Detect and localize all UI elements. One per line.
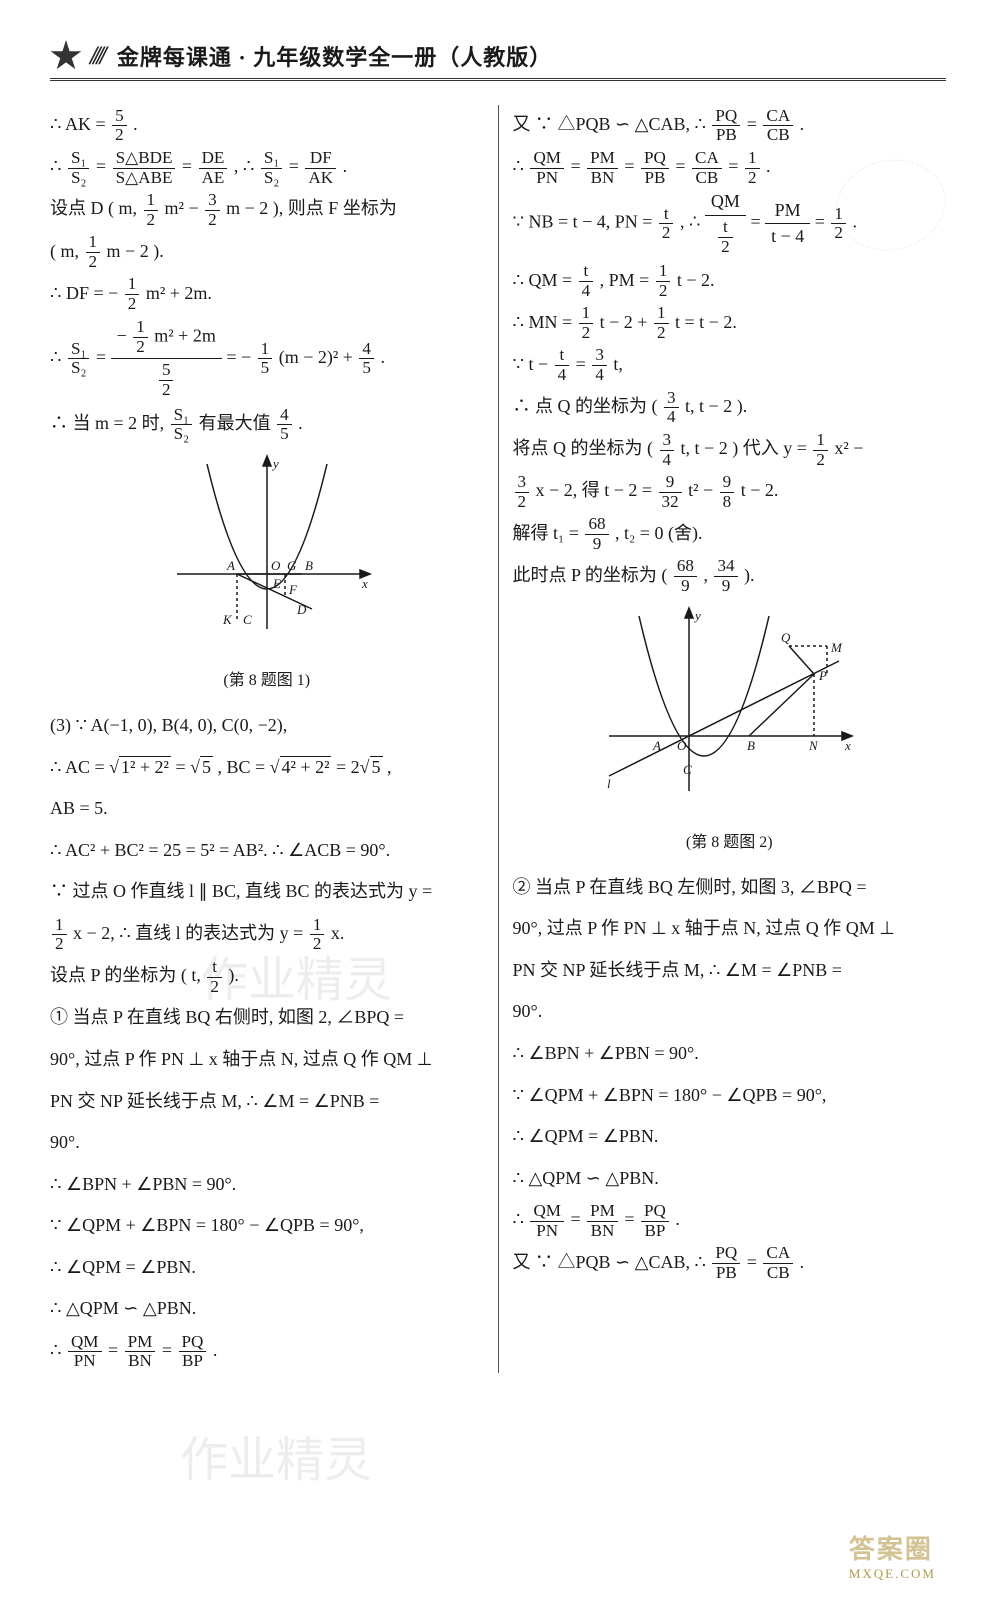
figure-1-caption: (第 8 题图 1) <box>50 663 484 698</box>
svg-text:Q: Q <box>781 630 791 645</box>
left-column: ∴ AK = 52 . ∴ S₁S₂ = S△BDES△ABE = DEAE ,… <box>50 105 499 1373</box>
r18: ∴ ∠QPM = ∠PBN. <box>513 1117 947 1157</box>
r6: ∵ t − t4 = 34 t, <box>513 345 947 385</box>
r17: ∵ ∠QPM + ∠BPN = 180° − ∠QPB = 90°, <box>513 1076 947 1116</box>
l20: ∵ ∠QPM + ∠BPN = 180° − ∠QPB = 90°, <box>50 1206 484 1246</box>
r10: 解得 t₁ = 689 , t₂ = 0 (舍). <box>513 514 947 554</box>
r20: ∴ QMPN = PMBN = PQBP . <box>513 1200 947 1240</box>
l1: ∴ AK = 52 . <box>50 105 484 145</box>
l2: ∴ S₁S₂ = S△BDES△ABE = DEAE , ∴ S₁S₂ = DF… <box>50 147 484 187</box>
svg-text:O: O <box>677 738 687 753</box>
figure-2-caption: (第 8 题图 2) <box>513 825 947 860</box>
figure-2: y x Q M P O A B N C l <box>513 606 947 821</box>
svg-text:F: F <box>288 582 298 597</box>
r21: 又 ∵ △PQB ∽ △CAB, ∴ PQPB = CACB . <box>513 1243 947 1283</box>
svg-text:B: B <box>747 738 755 753</box>
l17: PN 交 NP 延长线于点 M, ∴ ∠M = ∠PNB = <box>50 1082 484 1122</box>
svg-text:C: C <box>243 612 252 627</box>
svg-text:M: M <box>830 640 843 655</box>
l18: 90°. <box>50 1123 484 1163</box>
r9: 32 x − 2, 得 t − 2 = 932 t² − 98 t − 2. <box>513 471 947 511</box>
svg-text:C: C <box>683 762 692 777</box>
badge-icon <box>50 40 82 72</box>
l13: 12 x − 2, ∴ 直线 l 的表达式为 y = 12 x. <box>50 914 484 954</box>
content-columns: ∴ AK = 52 . ∴ S₁S₂ = S△BDES△ABE = DEAE ,… <box>50 105 946 1373</box>
l22: ∴ △QPM ∽ △PBN. <box>50 1289 484 1329</box>
l21: ∴ ∠QPM = ∠PBN. <box>50 1248 484 1288</box>
l10: AB = 5. <box>50 789 484 829</box>
r16: ∴ ∠BPN + ∠PBN = 90°. <box>513 1034 947 1074</box>
l9: ∴ AC = √1² + 2² = √5 , BC = √4² + 2² = 2… <box>50 748 484 788</box>
figure-1: y x A O G B E F D K C <box>50 454 484 659</box>
svg-text:y: y <box>271 456 279 471</box>
r1: 又 ∵ △PQB ∽ △CAB, ∴ PQPB = CACB . <box>513 105 947 145</box>
l11: ∴ AC² + BC² = 25 = 5² = AB². ∴ ∠ACB = 90… <box>50 831 484 871</box>
l3: 设点 D ( m, 12 m² − 32 m − 2 ), 则点 F 坐标为 <box>50 189 484 229</box>
svg-text:N: N <box>808 738 819 753</box>
r19: ∴ △QPM ∽ △PBN. <box>513 1159 947 1199</box>
l6: ∴ S₁S₂ = − 12 m² + 2m 52 = − 15 (m − 2)²… <box>50 316 484 402</box>
r4: ∴ QM = t4 , PM = 12 t − 2. <box>513 261 947 301</box>
r14: PN 交 NP 延长线于点 M, ∴ ∠M = ∠PNB = <box>513 951 947 991</box>
r11: 此时点 P 的坐标为 ( 689 , 349 ). <box>513 556 947 596</box>
svg-text:G: G <box>287 558 297 573</box>
r12: ② 当点 P 在直线 BQ 左侧时, 如图 3, ∠BPQ = <box>513 868 947 908</box>
svg-text:P: P <box>818 668 827 683</box>
l8: (3) ∵ A(−1, 0), B(4, 0), C(0, −2), <box>50 706 484 746</box>
l5: ∴ DF = − 12 m² + 2m. <box>50 274 484 314</box>
r13: 90°, 过点 P 作 PN ⊥ x 轴于点 N, 过点 Q 作 QM ⊥ <box>513 909 947 949</box>
page-title: 金牌每课通 · 九年级数学全一册（人教版） <box>117 40 552 72</box>
page-header: //// 金牌每课通 · 九年级数学全一册（人教版） <box>50 40 946 81</box>
l15: ① 当点 P 在直线 BQ 右侧时, 如图 2, ∠BPQ = <box>50 998 484 1038</box>
svg-text:A: A <box>226 558 235 573</box>
r5: ∴ MN = 12 t − 2 + 12 t = t − 2. <box>513 303 947 343</box>
svg-text:A: A <box>652 738 661 753</box>
page: 作业精灵 作业精灵 //// 金牌每课通 · 九年级数学全一册（人教版） ∴ A… <box>0 0 996 1600</box>
r15: 90°. <box>513 992 947 1032</box>
svg-text:O: O <box>271 558 281 573</box>
r7: ∴ 点 Q 的坐标为 ( 34 t, t − 2 ). <box>513 387 947 427</box>
l12: ∵ 过点 O 作直线 l ∥ BC, 直线 BC 的表达式为 y = <box>50 872 484 912</box>
right-column: 又 ∵ △PQB ∽ △CAB, ∴ PQPB = CACB . ∴ QMPN … <box>499 105 947 1373</box>
watermark-2: 作业精灵 <box>180 1420 372 1490</box>
svg-text:K: K <box>222 612 233 627</box>
svg-text:E: E <box>272 576 281 591</box>
l14: 设点 P 的坐标为 ( t, t2 ). <box>50 956 484 996</box>
svg-text:y: y <box>693 608 701 623</box>
slash-decor: //// <box>90 41 103 71</box>
svg-text:x: x <box>844 738 851 753</box>
r8: 将点 Q 的坐标为 ( 34 t, t − 2 ) 代入 y = 12 x² − <box>513 429 947 469</box>
svg-text:D: D <box>296 602 307 617</box>
l19: ∴ ∠BPN + ∠PBN = 90°. <box>50 1165 484 1205</box>
footer-logo: 答案圈 MXQE.COM <box>849 1529 936 1582</box>
svg-text:x: x <box>361 576 368 591</box>
l4: ( m, 12 m − 2 ). <box>50 232 484 272</box>
l16: 90°, 过点 P 作 PN ⊥ x 轴于点 N, 过点 Q 作 QM ⊥ <box>50 1040 484 1080</box>
l7: ∴ 当 m = 2 时, S₁S₂ 有最大值 45 . <box>50 404 484 444</box>
svg-text:B: B <box>305 558 313 573</box>
svg-text:l: l <box>607 776 611 791</box>
l23: ∴ QMPN = PMBN = PQBP . <box>50 1331 484 1371</box>
